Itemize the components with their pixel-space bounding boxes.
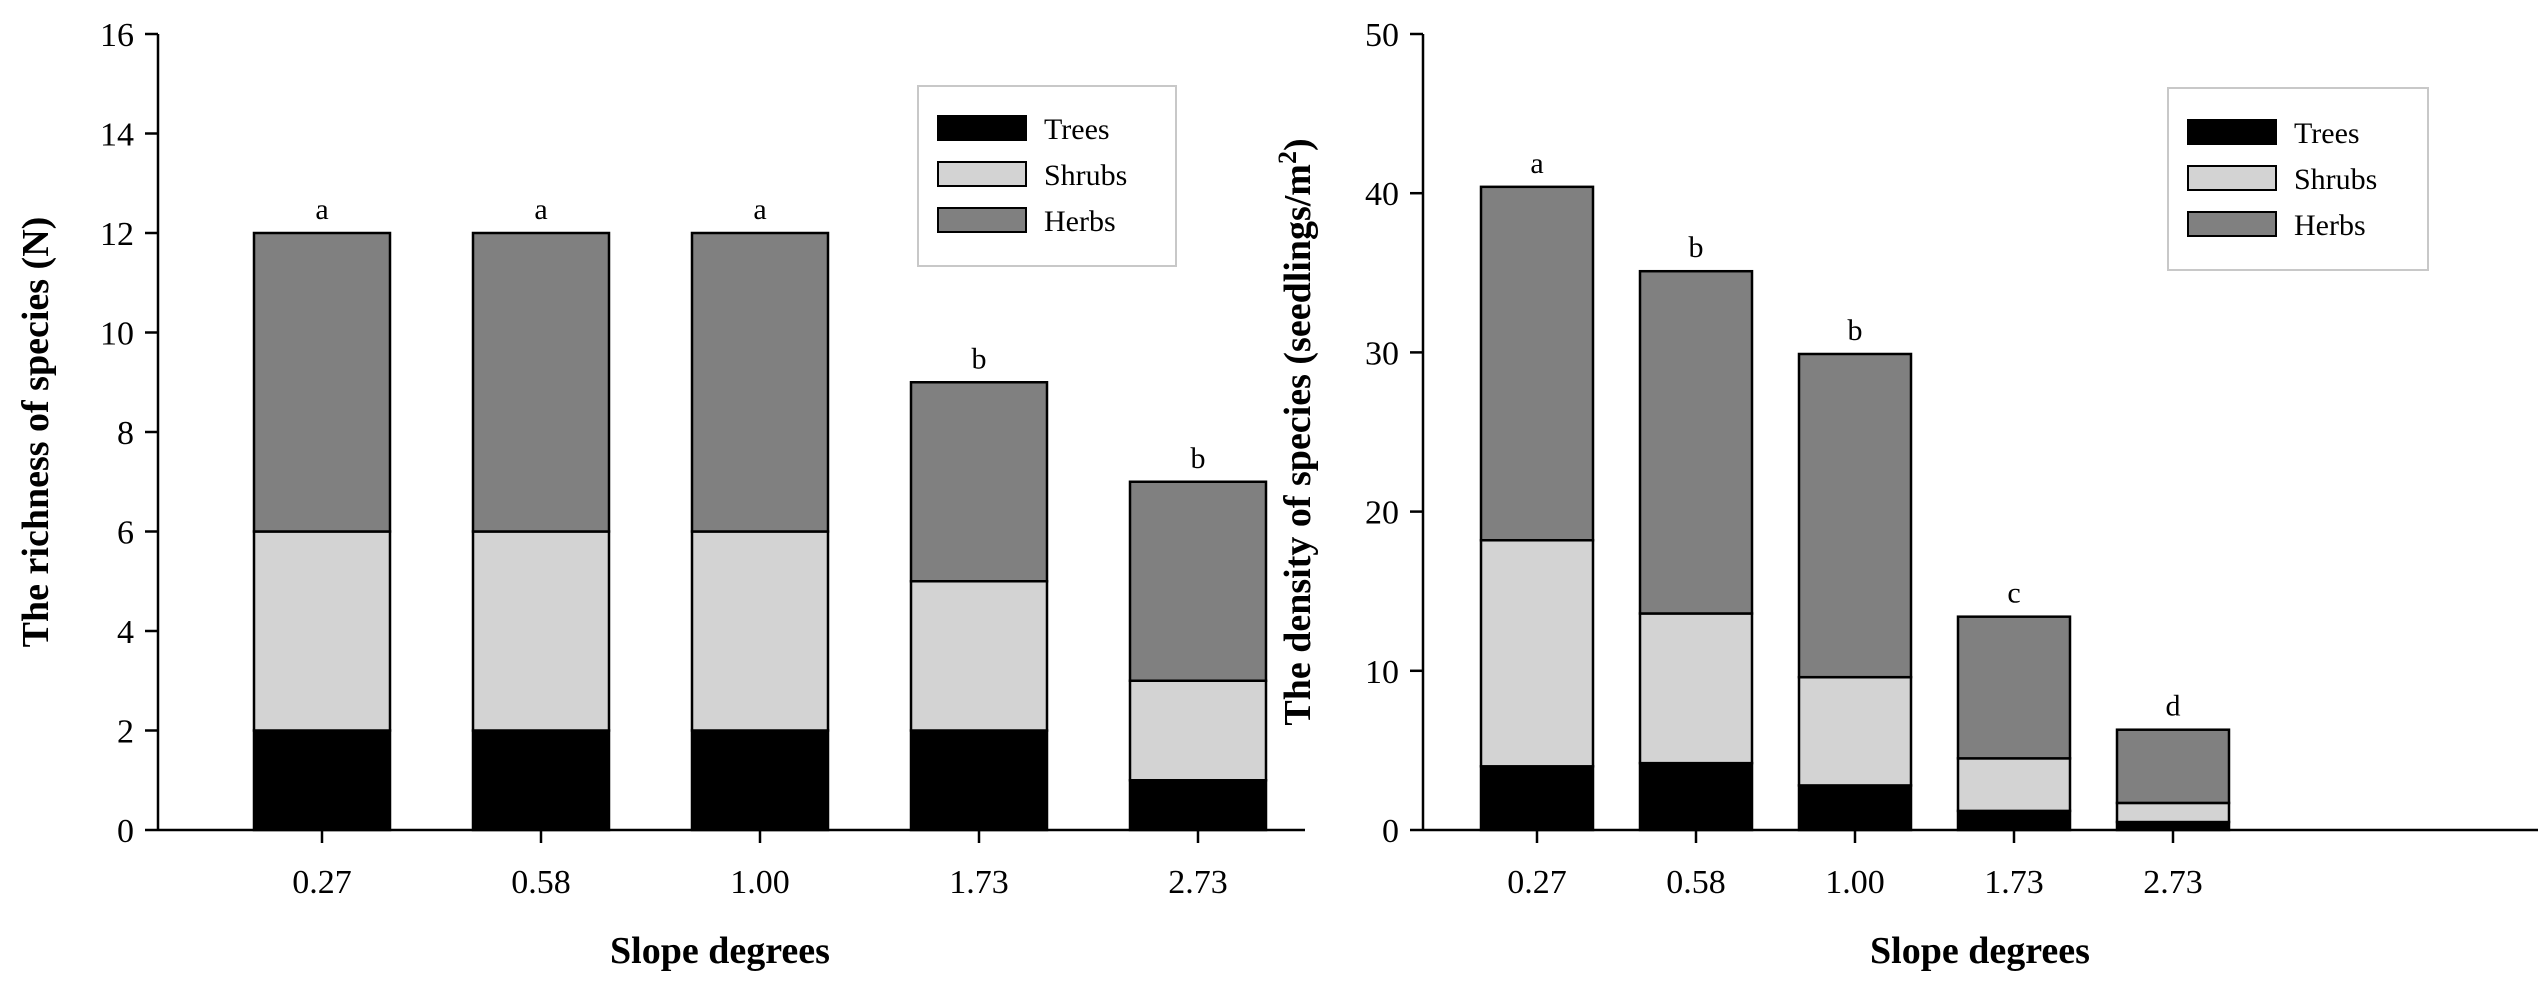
- bar-shrubs: [909, 580, 1049, 732]
- legend-swatch-shrubs: [937, 161, 1027, 187]
- legend-label-trees: Trees: [2294, 117, 2360, 150]
- bar-shrubs: [1956, 757, 2072, 813]
- x-tick-label: 1.73: [949, 864, 1009, 901]
- x-ticks: 0.27 0.58 1.00 1.73 2.73: [292, 830, 1228, 901]
- y-axis-title: The density of species (seedlings/m2): [1273, 138, 1319, 725]
- bar-herbs: [252, 231, 392, 533]
- x-tick-label: 0.58: [511, 864, 571, 901]
- legend-label-shrubs: Shrubs: [2294, 163, 2377, 196]
- legend-swatch-herbs: [937, 207, 1027, 233]
- bar-shrubs: [2115, 801, 2231, 824]
- x-tick-label: 0.58: [1666, 864, 1726, 901]
- legend-label-herbs: Herbs: [2294, 209, 2366, 242]
- y-axis-title-main: The density of species (seedlings/m: [1277, 164, 1319, 726]
- richness-chart: 0 2 4 6 8 10 12 14 16 0.27 0.58 1.00 1.73 2.73 a a a b b…: [15, 17, 1305, 972]
- legend: Trees Shrubs Herbs: [917, 85, 1177, 267]
- bar-herbs: [1638, 269, 1754, 615]
- y-tick-label: 4: [117, 614, 134, 651]
- density-chart: 0 10 20 30 40 50 0.27 0.58 1.00 1.73 2.73 a b b c d T…: [1273, 17, 2538, 972]
- x-ticks: 0.27 0.58 1.00 1.73 2.73: [1507, 830, 2203, 901]
- y-tick-label: 20: [1365, 495, 1399, 532]
- bar-shrubs: [252, 530, 392, 732]
- y-tick-label: 12: [100, 216, 134, 253]
- legend-swatch-herbs: [2187, 211, 2277, 237]
- bar-shrubs: [1479, 539, 1595, 768]
- bar-herbs: [1956, 615, 2072, 760]
- y-tick-label: 8: [117, 415, 134, 452]
- significance-label: b: [1689, 231, 1704, 264]
- x-tick-label: 1.00: [730, 864, 790, 901]
- bar-herbs: [1128, 480, 1268, 682]
- legend-swatch-trees: [937, 115, 1027, 141]
- bar-trees: [1479, 765, 1595, 832]
- legend-label-shrubs: Shrubs: [1044, 159, 1127, 192]
- bar-trees: [471, 729, 611, 832]
- bar-trees: [1797, 784, 1913, 832]
- significance-label: b: [1191, 442, 1206, 475]
- bar-herbs: [1797, 352, 1913, 679]
- y-tick-label: 16: [100, 17, 134, 54]
- y-tick-label: 40: [1365, 176, 1399, 213]
- x-tick-label: 1.73: [1984, 864, 2044, 901]
- bars: [1479, 185, 2231, 832]
- significance-labels: a b b c d: [1530, 147, 2180, 723]
- x-tick-label: 2.73: [1168, 864, 1228, 901]
- bar-shrubs: [1128, 679, 1268, 782]
- bar-shrubs: [1797, 675, 1913, 787]
- significance-label: c: [2007, 577, 2020, 610]
- y-tick-label: 2: [117, 714, 134, 751]
- bar-shrubs: [690, 530, 830, 732]
- y-ticks: 0 10 20 30 40 50: [1365, 17, 1423, 850]
- bar-herbs: [471, 231, 611, 533]
- significance-labels: a a a b b: [315, 193, 1205, 475]
- y-tick-label: 30: [1365, 335, 1399, 372]
- bar-trees: [1956, 809, 2072, 832]
- significance-label: b: [972, 342, 987, 375]
- y-tick-label: 0: [117, 813, 134, 850]
- bar-shrubs: [1638, 612, 1754, 765]
- bars: [252, 231, 1268, 832]
- x-tick-label: 0.27: [292, 864, 352, 901]
- bar-herbs: [690, 231, 830, 533]
- bar-herbs: [1479, 185, 1595, 542]
- y-tick-label: 14: [100, 117, 134, 154]
- legend: Trees Shrubs Herbs: [2167, 87, 2429, 271]
- y-tick-label: 10: [100, 316, 134, 353]
- y-ticks: 0 2 4 6 8 10 12 14 16: [100, 17, 158, 850]
- x-axis-title: Slope degrees: [610, 930, 830, 972]
- significance-label: b: [1848, 314, 1863, 347]
- bar-trees: [252, 729, 392, 832]
- significance-label: a: [315, 193, 328, 226]
- significance-label: a: [1530, 147, 1543, 180]
- bar-trees: [909, 729, 1049, 832]
- bar-shrubs: [471, 530, 611, 732]
- x-axis-title: Slope degrees: [1870, 930, 2090, 972]
- bar-herbs: [909, 381, 1049, 583]
- y-axis-title: The richness of species (N): [15, 217, 57, 648]
- bar-trees: [1638, 761, 1754, 832]
- x-tick-label: 1.00: [1825, 864, 1885, 901]
- y-axis-title-close: ): [1277, 138, 1319, 151]
- y-tick-label: 10: [1365, 654, 1399, 691]
- legend-swatch-shrubs: [2187, 165, 2277, 191]
- significance-label: a: [753, 193, 766, 226]
- legend-label-herbs: Herbs: [1044, 205, 1116, 238]
- bar-trees: [1128, 779, 1268, 832]
- legend-swatch-trees: [2187, 119, 2277, 145]
- y-tick-label: 0: [1382, 813, 1399, 850]
- bar-herbs: [2115, 728, 2231, 805]
- legend-label-trees: Trees: [1044, 113, 1110, 146]
- y-tick-label: 6: [117, 515, 134, 552]
- significance-label: d: [2166, 690, 2181, 723]
- x-tick-label: 0.27: [1507, 864, 1567, 901]
- y-axis-title-superscript: 2: [1273, 151, 1302, 164]
- bar-trees: [690, 729, 830, 832]
- x-tick-label: 2.73: [2143, 864, 2203, 901]
- significance-label: a: [534, 193, 547, 226]
- y-tick-label: 50: [1365, 17, 1399, 54]
